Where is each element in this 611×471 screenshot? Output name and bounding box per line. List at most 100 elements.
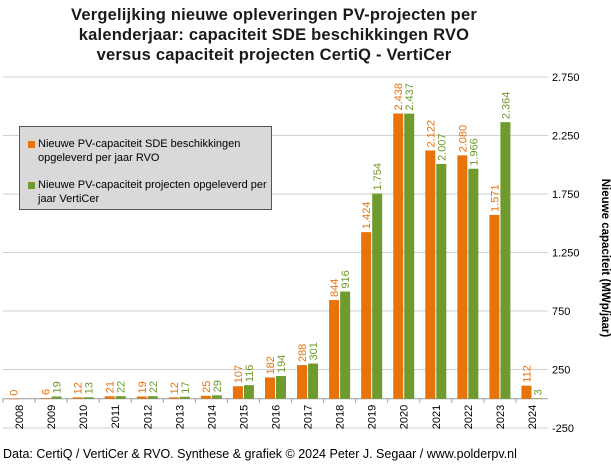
bar-verticer [532,398,543,399]
bar-verticer [115,396,126,399]
data-label-verticer: 19 [52,381,64,393]
y-tick-label: 2.750 [552,72,580,84]
chart-title-line-3: versus capaciteit projecten CertiQ - Ver… [96,46,452,64]
bar-rvo [104,396,115,399]
bar-verticer [468,168,479,399]
bar-rvo [232,386,243,399]
y-axis-label: Nieuwe capaciteit (MWp/jaar) [599,178,611,338]
bar-rvo [361,232,372,399]
bar-rvo [393,113,404,399]
x-tick-label: 2020 [399,405,411,429]
data-label-rvo: 1.571 [489,184,501,212]
source-note: Data: CertiQ / VertiCer & RVO. Synthese … [3,447,517,461]
data-label-rvo: 12 [169,382,181,394]
x-tick-label: 2008 [14,405,26,429]
data-label-rvo: 0 [9,390,21,396]
data-label-verticer: 2.007 [436,133,448,161]
bar-verticer [340,291,351,399]
y-tick-label: 2.250 [552,131,580,143]
bar-verticer [243,385,254,399]
bar-rvo [329,300,340,399]
bar-verticer [500,122,511,399]
data-label-rvo: 12 [73,382,85,394]
legend-swatch-rvo [28,141,35,148]
bar-verticer [147,396,158,399]
bar-verticer [211,395,222,399]
bar-rvo [265,377,275,399]
bar-verticer [308,363,319,399]
bar-verticer [404,113,415,399]
data-label-verticer: 301 [308,342,320,360]
data-label-rvo: 19 [137,381,149,393]
x-tick-label: 2021 [431,405,443,429]
x-tick-label: 2019 [367,405,379,429]
bar-verticer [179,396,190,399]
legend-item-verticer: Nieuwe PV-capaciteit projecten opgelever… [28,178,278,206]
bar-rvo [521,385,532,399]
chart-title-line-2: kalenderjaar: capaciteit SDE beschikking… [78,26,470,44]
data-label-verticer: 1.754 [372,163,384,191]
data-label-verticer: 194 [276,355,288,373]
bar-rvo [425,150,436,399]
x-tick-label: 2022 [463,405,475,429]
legend-label-verticer: Nieuwe PV-capaciteit projecten opgelever… [38,179,267,205]
data-label-rvo: 112 [521,365,533,383]
data-label-verticer: 13 [84,382,96,394]
data-label-rvo: 21 [105,381,117,393]
x-tick-label: 2015 [238,405,250,429]
bar-rvo [200,395,211,399]
data-label-verticer: 2.437 [404,83,416,111]
data-label-rvo: 182 [265,356,277,374]
data-label-verticer: 2.364 [500,92,512,120]
data-label-verticer: 3 [532,389,544,395]
bar-rvo [168,397,179,399]
bar-verticer [276,376,286,399]
data-label-rvo: 25 [201,381,213,393]
data-label-rvo: 107 [233,365,245,383]
bar-rvo [457,155,468,399]
x-tick-label: 2017 [303,405,315,429]
data-label-rvo: 2.080 [457,125,469,153]
data-label-verticer: 22 [148,381,160,393]
x-tick-label: 2014 [206,405,218,429]
x-tick-label: 2024 [527,405,539,429]
data-label-rvo: 2.122 [425,120,437,148]
bar-rvo [297,365,308,399]
x-tick-label: 2018 [335,405,347,429]
data-label-verticer: 116 [244,365,256,383]
x-tick-label: 2012 [142,405,154,429]
chart-title-line-1: Vergelijking nieuwe opleveringen PV-proj… [71,6,477,24]
y-tick-label: 750 [552,306,570,318]
data-label-rvo: 1.424 [361,202,373,230]
x-tick-label: 2023 [495,405,507,429]
data-label-verticer: 1.966 [468,138,480,166]
bar-rvo [489,214,500,399]
x-tick-label: 2013 [174,405,186,429]
bar-rvo [8,398,19,400]
y-tick-label: 1.750 [552,189,580,201]
bar-rvo [72,397,83,399]
y-tick-label: 250 [552,365,570,377]
legend: Nieuwe PV-capaciteit SDE beschikkingen o… [19,126,272,210]
y-tick-label: 1.250 [552,248,580,260]
x-tick-label: 2011 [110,405,122,429]
x-tick-label: 2009 [46,405,58,429]
data-label-verticer: 916 [340,270,352,288]
bar-rvo [136,396,147,399]
bar-verticer [51,396,62,399]
bar-rvo [40,398,51,399]
x-tick-label: 2016 [271,405,283,429]
data-label-verticer: 22 [116,381,128,393]
legend-swatch-verticer [28,182,35,189]
x-tick-label: 2010 [78,405,90,429]
data-label-verticer: 17 [180,382,192,394]
data-label-rvo: 2.438 [393,83,405,111]
legend-label-rvo: Nieuwe PV-capaciteit SDE beschikkingen o… [38,138,241,164]
data-label-rvo: 844 [329,279,341,297]
bar-verticer [372,193,383,399]
data-label-verticer: 29 [212,380,224,392]
bar-verticer [83,397,94,399]
y-tick-label: -250 [552,423,574,435]
bar-verticer [436,163,447,399]
